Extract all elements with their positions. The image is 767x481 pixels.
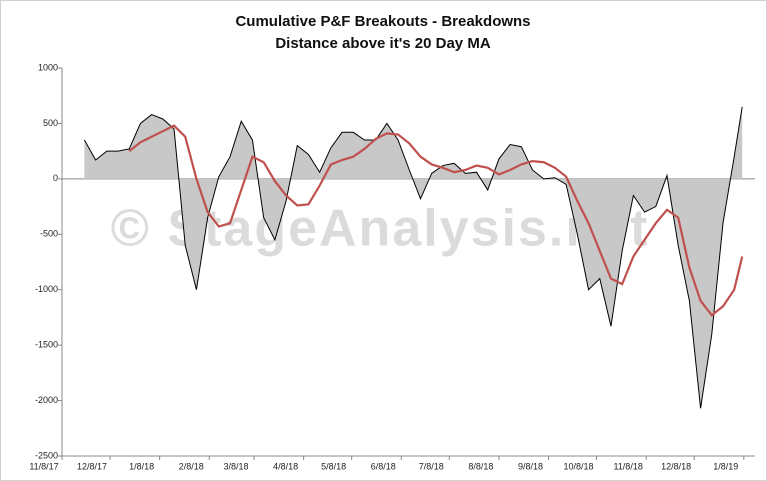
chart-title: Cumulative P&F Breakouts - Breakdowns (235, 13, 530, 30)
y-tick-label: -2500 (35, 450, 58, 460)
y-tick-label: -2000 (35, 395, 58, 405)
y-tick-label: -1500 (35, 340, 58, 350)
x-tick-label: 4/8/18 (273, 461, 298, 471)
x-tick-label: 3/8/18 (224, 461, 249, 471)
x-tick-label: 12/8/18 (661, 461, 691, 471)
area (84, 106, 743, 409)
x-tick-label: 11/8/18 (613, 461, 642, 471)
line (128, 124, 744, 317)
x-tick-label: 5/8/18 (321, 461, 346, 471)
x-tick-label: 7/8/18 (419, 461, 444, 471)
x-tick-label: 2/8/18 (179, 461, 204, 471)
line (83, 106, 743, 409)
x-tick-label: 12/8/17 (77, 461, 107, 471)
x-tick-label: 1/8/18 (129, 461, 154, 471)
y-tick-label: -1000 (35, 284, 58, 294)
x-tick-label: 6/8/18 (371, 461, 396, 471)
y-tick-label: 500 (43, 118, 58, 128)
x-tick-label: 1/8/19 (713, 461, 738, 471)
y-tick-label: -500 (40, 229, 58, 239)
chart-subtitle: Distance above it's 20 Day MA (275, 35, 490, 52)
y-tick-label: 1000 (38, 62, 58, 72)
x-tick-label: 8/8/18 (468, 461, 493, 471)
x-tick-label: 10/8/18 (564, 461, 594, 471)
y-tick-label: 0 (53, 173, 58, 183)
x-tick-label: 9/8/18 (518, 461, 543, 471)
x-tick-label: 11/8/17 (29, 461, 58, 471)
